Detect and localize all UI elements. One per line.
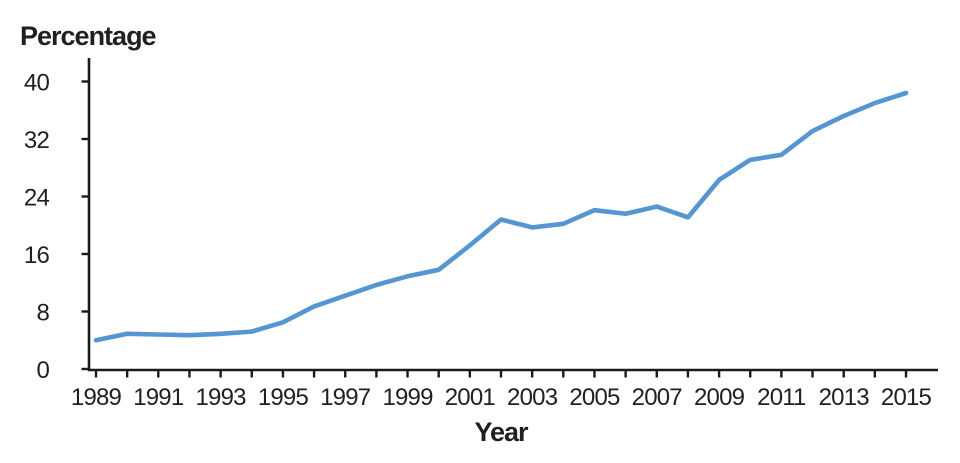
x-tick-label: 2013 <box>819 384 870 411</box>
y-tick-label: 8 <box>36 300 49 327</box>
x-tick-label: 2009 <box>694 384 745 411</box>
x-tick-label: 1993 <box>196 384 247 411</box>
x-tick-label: 1995 <box>258 384 309 411</box>
x-tick-label: 1999 <box>382 384 433 411</box>
x-tick-label: 2011 <box>757 384 806 411</box>
y-tick-label: 0 <box>36 357 49 384</box>
y-tick-label: 32 <box>24 127 50 154</box>
y-tick-label: 40 <box>24 70 50 97</box>
y-tick-label: 24 <box>24 185 50 212</box>
y-tick-label: 16 <box>24 242 50 269</box>
x-tick-label: 2015 <box>881 384 932 411</box>
x-tick-label: 1989 <box>71 384 122 411</box>
x-tick-label: 1991 <box>133 384 184 411</box>
data-line <box>93 90 909 343</box>
x-tick-label: 2001 <box>445 384 496 411</box>
x-tick-label: 2003 <box>507 384 558 411</box>
x-tick-label: 2007 <box>632 384 683 411</box>
x-tick-label: 2005 <box>569 384 620 411</box>
x-tick-label: 1997 <box>320 384 371 411</box>
x-axis-title: Year <box>474 417 529 447</box>
axes <box>87 58 938 372</box>
y-axis-title: Percentage <box>20 21 157 51</box>
